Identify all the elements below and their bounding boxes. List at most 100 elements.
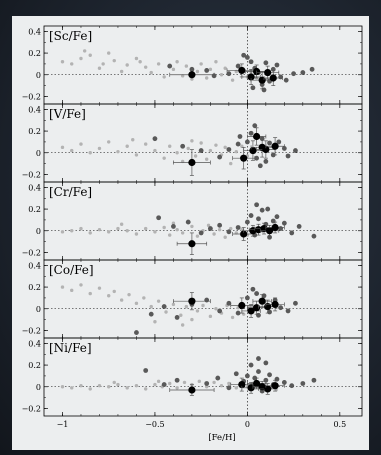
light-point [112, 289, 116, 294]
light-point [214, 307, 218, 311]
light-point [112, 58, 116, 63]
highlighted-point [264, 302, 272, 311]
light-point [97, 383, 102, 388]
light-point [184, 64, 189, 68]
x-tick-label: 0 [245, 420, 250, 429]
medium-point [180, 143, 186, 149]
medium-point [256, 216, 261, 222]
medium-point [161, 304, 167, 309]
medium-point [276, 139, 282, 145]
panel-data [60, 123, 298, 176]
medium-point [293, 148, 298, 153]
light-point [180, 231, 185, 235]
y-tick-label: 0 [36, 149, 41, 158]
medium-point [204, 68, 210, 73]
panel-frame [43, 337, 363, 417]
x-tick-label: −0.5 [145, 420, 164, 429]
medium-point [291, 71, 296, 77]
light-point [164, 310, 168, 314]
light-point [112, 380, 116, 385]
medium-point [217, 154, 223, 160]
light-point [219, 383, 224, 388]
medium-point [248, 130, 254, 136]
light-point [142, 296, 146, 300]
light-point [127, 292, 131, 297]
light-point [60, 285, 65, 289]
light-point [168, 233, 172, 237]
light-point [153, 382, 157, 387]
highlighted-point [188, 240, 196, 248]
light-point [97, 146, 102, 151]
light-point [223, 145, 227, 150]
light-point [79, 226, 83, 231]
light-point [234, 386, 238, 390]
light-point [143, 387, 148, 391]
highlighted-point [240, 154, 248, 162]
medium-point [254, 202, 260, 208]
light-point [234, 149, 238, 154]
light-point [153, 230, 157, 234]
medium-point [250, 85, 256, 91]
light-point [190, 224, 194, 229]
y-tick-label: 0 [36, 305, 41, 314]
medium-point [134, 330, 139, 335]
light-point [88, 151, 92, 155]
light-point [70, 229, 74, 233]
medium-point [311, 233, 317, 239]
y-tick-label: 0.4 [28, 339, 41, 348]
highlighted-point [249, 146, 257, 155]
light-point [219, 73, 224, 77]
panel-label: [Sc/Fe] [49, 29, 92, 43]
panel-label: [Ni/Fe] [49, 341, 92, 355]
light-point [162, 225, 166, 230]
light-point [180, 323, 185, 327]
medium-point [226, 71, 232, 77]
panel-sc-fe: 0.4 0.2 0 −0.2 [Sc/Fe] [22, 25, 363, 105]
light-point [97, 227, 102, 232]
medium-point [215, 375, 221, 381]
medium-point [300, 381, 306, 386]
light-point [107, 294, 111, 298]
medium-point [235, 310, 241, 316]
highlighted-point [264, 385, 272, 393]
light-point [149, 70, 153, 75]
light-point [229, 161, 233, 166]
highlighted-point [271, 300, 279, 309]
light-point [107, 230, 111, 234]
light-point [204, 385, 209, 389]
x-tick-label: 0.5 [333, 420, 346, 429]
light-point [125, 386, 129, 390]
light-point [60, 60, 65, 64]
medium-point [265, 206, 271, 212]
medium-point [189, 66, 195, 72]
light-point [88, 231, 92, 235]
medium-point [300, 70, 306, 75]
light-point [70, 288, 74, 293]
light-point [186, 146, 190, 151]
light-point [240, 227, 244, 232]
light-point [199, 141, 203, 145]
medium-point [289, 230, 295, 236]
light-point [168, 144, 172, 148]
light-point [116, 226, 120, 231]
medium-point [281, 380, 287, 385]
light-point [230, 78, 235, 82]
medium-point [226, 300, 232, 306]
medium-point [248, 59, 254, 65]
highlighted-point [271, 382, 279, 390]
highlighted-point [188, 386, 196, 394]
light-point [227, 381, 231, 386]
y-tick-label: 0 [36, 71, 41, 80]
light-point [204, 76, 209, 80]
light-point [70, 386, 74, 390]
light-point [134, 232, 139, 236]
medium-point [248, 213, 254, 218]
y-tick-label: −0.2 [22, 326, 41, 335]
light-point [60, 145, 65, 150]
medium-point [252, 123, 258, 129]
light-point [97, 66, 102, 70]
medium-point [237, 134, 243, 139]
medium-point [171, 224, 176, 229]
light-point [88, 387, 92, 391]
light-point [195, 309, 200, 313]
